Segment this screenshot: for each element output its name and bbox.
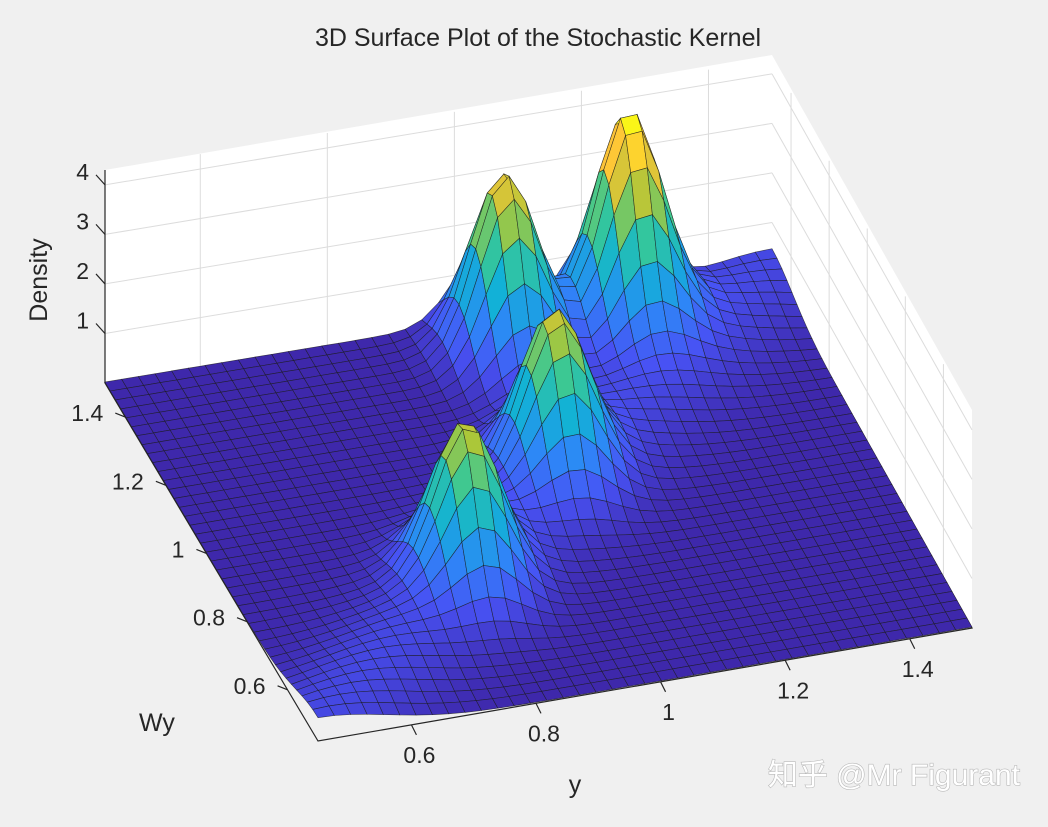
chart-title: 3D Surface Plot of the Stochastic Kernel [315, 24, 761, 52]
z-tick-label: 3 [76, 208, 89, 234]
z-tick-label: 4 [76, 159, 89, 185]
x-tick-label: 0.6 [403, 742, 435, 768]
x-tick [784, 660, 791, 671]
gridline [771, 73, 973, 431]
axis-ticks: 0.6 0.8 1 1.2 1.4 0.6 0.8 1 1.2 1.4 1 2 3 4 [71, 159, 934, 768]
y-tick-label: 0.8 [193, 605, 225, 631]
axes-back-planes [104, 55, 973, 742]
y-tick-label: 1 [172, 536, 185, 562]
surface-patch [950, 617, 973, 631]
gridlines [104, 69, 973, 579]
z-tick [95, 223, 106, 235]
watermark: 知乎 @Mr Figurant [768, 759, 1021, 792]
x-tick [535, 703, 542, 714]
gridline [104, 122, 773, 235]
y-tick-label: 1.4 [71, 400, 103, 426]
y-tick [115, 412, 126, 418]
gridline [771, 123, 973, 480]
z-tick [95, 273, 106, 285]
gridline [771, 172, 973, 530]
y-tick [196, 548, 207, 555]
x-axis-label: y [569, 771, 582, 799]
z-tick-label: 1 [76, 307, 89, 333]
x-tick [660, 681, 667, 693]
z-tick-label: 2 [76, 258, 89, 284]
x-tick-label: 0.8 [528, 720, 560, 746]
gridline [104, 73, 773, 186]
gridline [771, 222, 973, 579]
y-tick-label: 1.2 [112, 468, 144, 494]
x-tick-label: 1 [662, 699, 675, 725]
z-tick [95, 323, 106, 334]
y-tick-label: 0.6 [234, 673, 266, 699]
x-tick-label: 1.2 [777, 677, 809, 703]
y-tick [277, 685, 288, 691]
surface-mesh [104, 113, 973, 719]
y-axis-label: Wy [139, 709, 175, 737]
x-tick [410, 724, 417, 736]
x-tick [909, 638, 916, 650]
y-tick [236, 617, 248, 623]
back-wall-y [105, 55, 772, 383]
z-tick [95, 174, 106, 186]
y-tick [155, 480, 167, 486]
back-wall-x [772, 55, 972, 628]
z-axis-label: Density [25, 238, 53, 322]
x-tick-label: 1.4 [902, 656, 934, 682]
